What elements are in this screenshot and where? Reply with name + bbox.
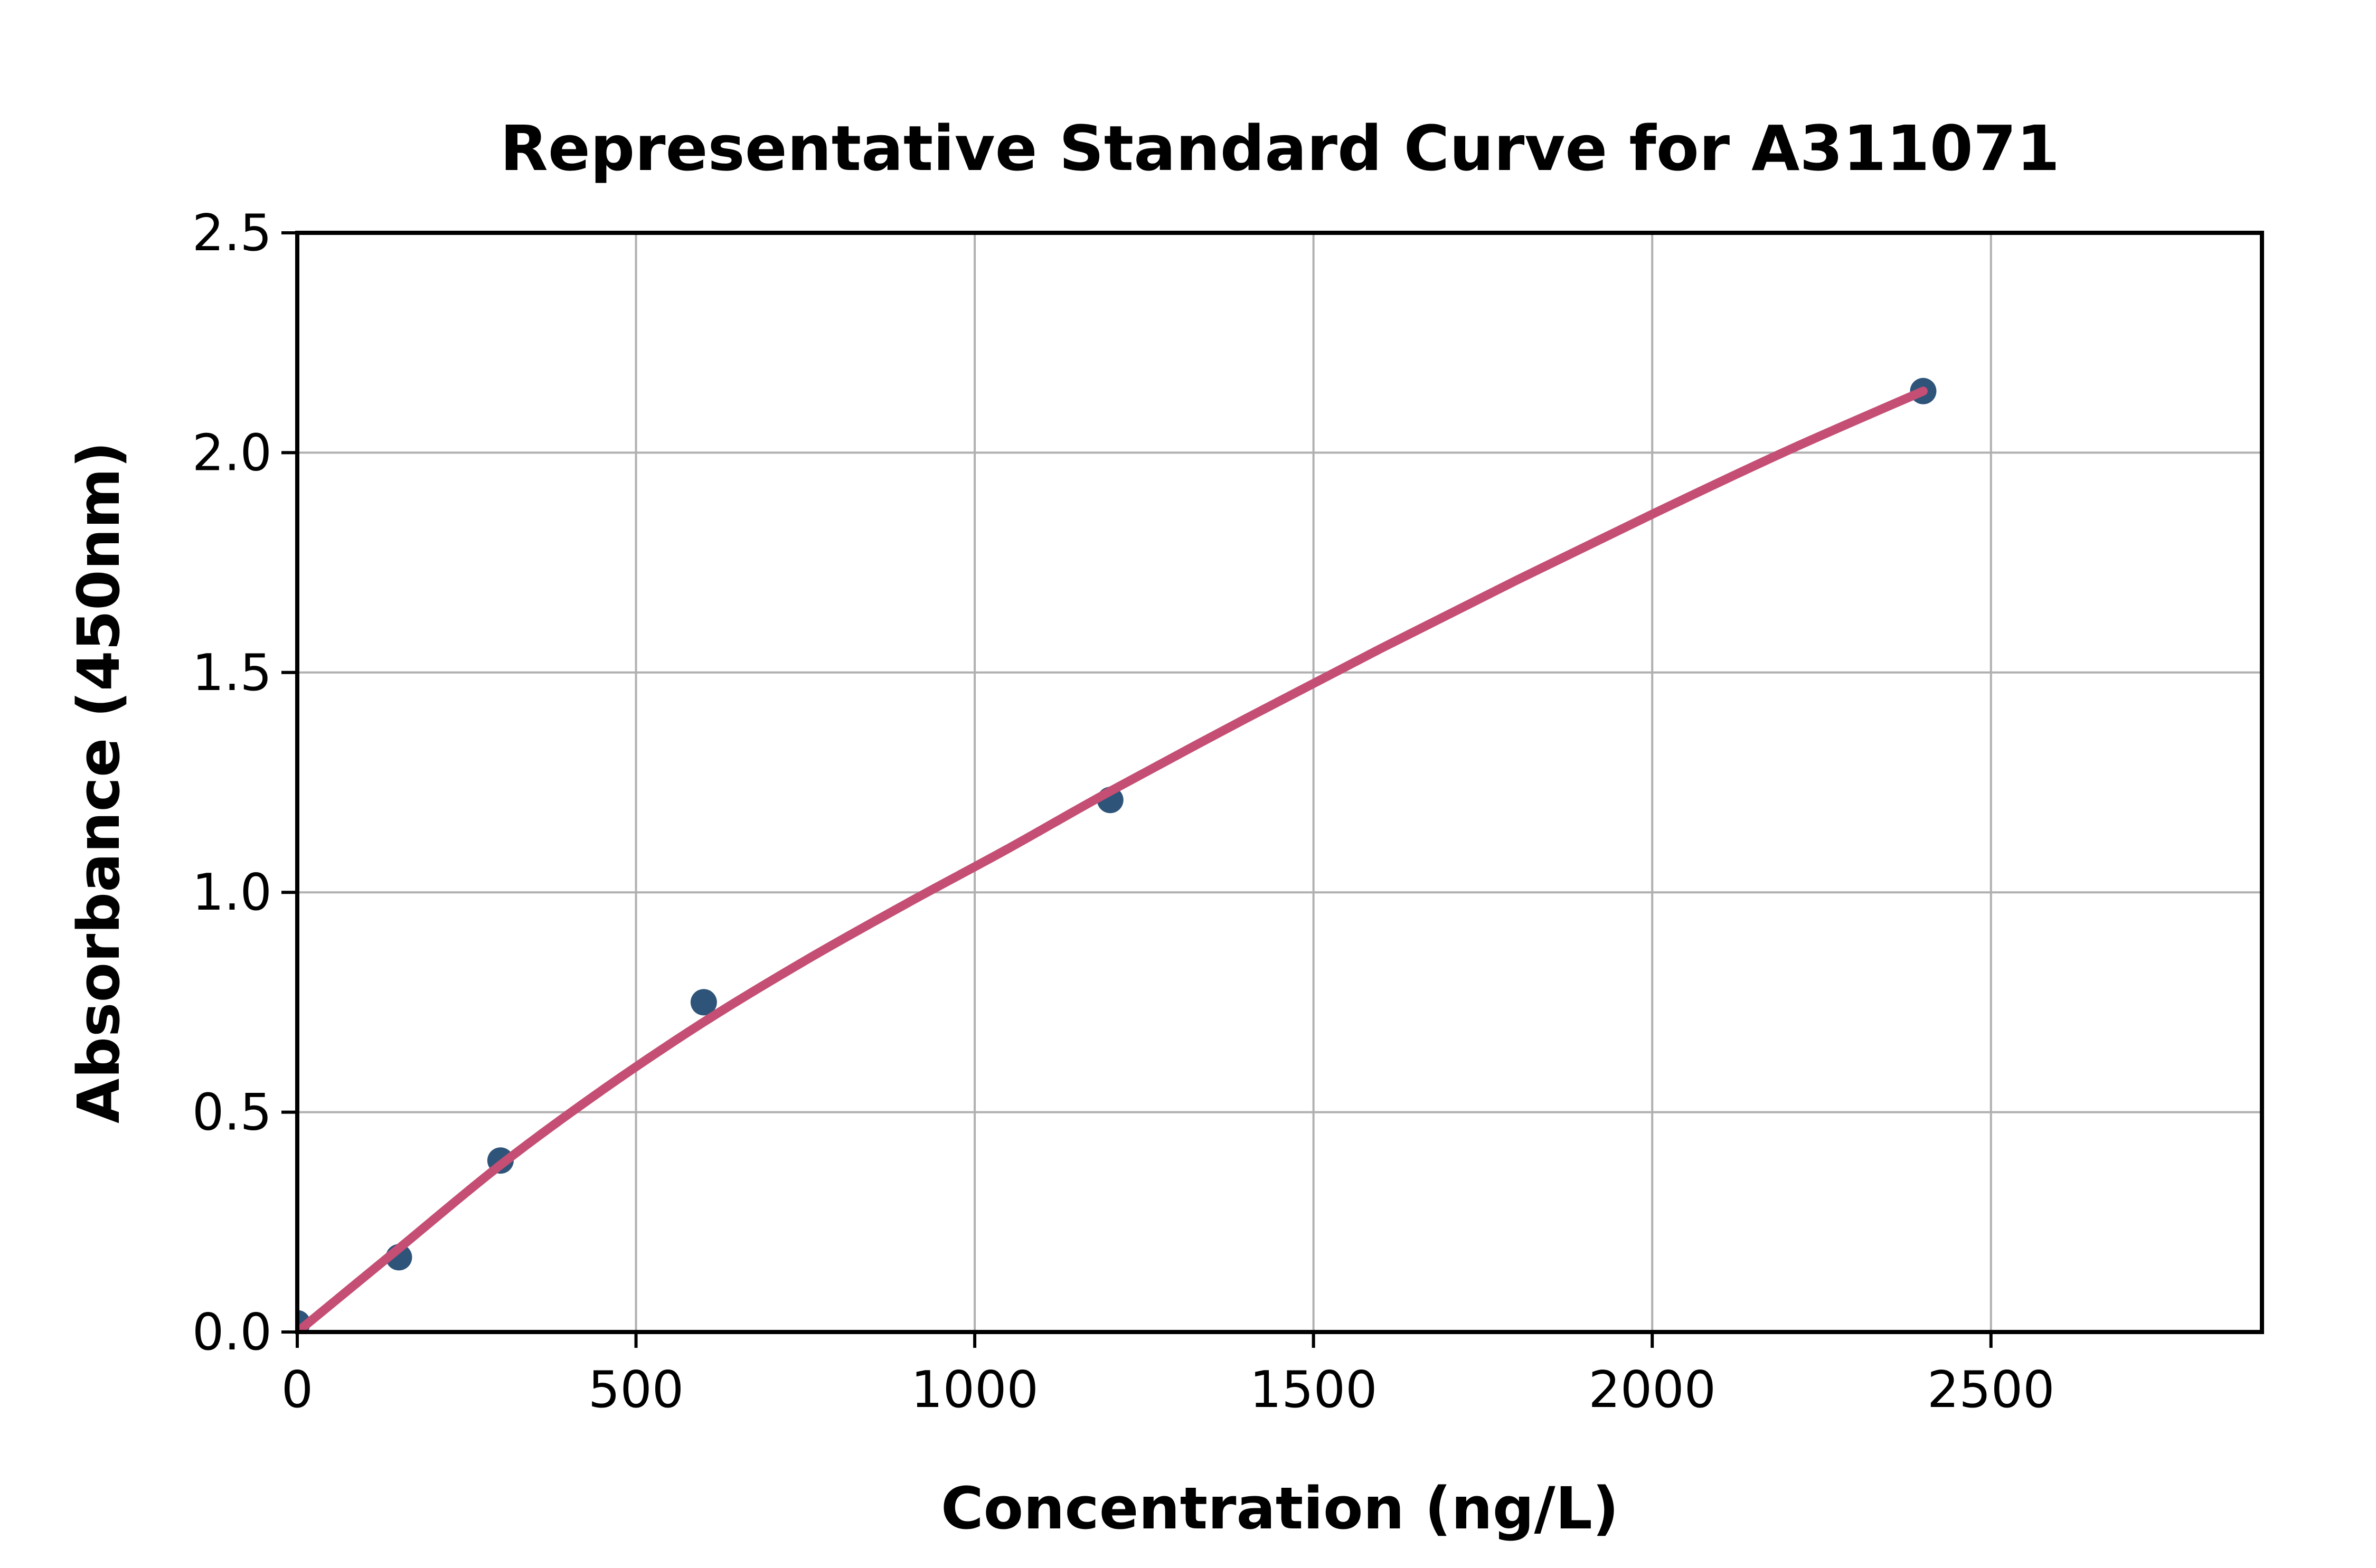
y-tick-label: 1.0 [192,864,272,922]
y-tick-label: 0.0 [192,1303,272,1362]
x-axis-tick-labels: 0 500 1000 1500 2000 2500 [281,1361,2055,1419]
y-axis-label: Absorbance (450nm) [65,441,133,1123]
x-tick-label: 0 [281,1361,313,1419]
x-tick-label: 2500 [1927,1361,2055,1419]
y-tick-label: 1.5 [192,644,272,702]
x-axis-label: Concentration (ng/L) [941,1475,1619,1542]
x-tick-label: 1500 [1250,1361,1378,1419]
y-tick-label: 2.5 [192,204,272,262]
plot-area [295,231,2264,1334]
x-tick-label: 1000 [911,1361,1039,1419]
x-tick-label: 500 [588,1361,684,1419]
x-axis-ticks [296,1332,1993,1348]
scatter-points-layer [297,377,1937,1332]
fit-curve [297,386,1928,1332]
horizontal-gridlines [297,451,2262,1113]
chart-title: Representative Standard Curve for A31107… [500,112,2060,185]
y-tick-label: 0.5 [192,1084,272,1142]
y-axis-tick-labels: 0.0 0.5 1.0 1.5 2.0 2.5 [192,204,272,1362]
y-axis-ticks [281,231,297,1334]
x-tick-label: 2000 [1588,1361,1716,1419]
data-point [690,989,717,1016]
vertical-gridlines [635,233,1992,1332]
y-tick-label: 2.0 [192,424,272,482]
